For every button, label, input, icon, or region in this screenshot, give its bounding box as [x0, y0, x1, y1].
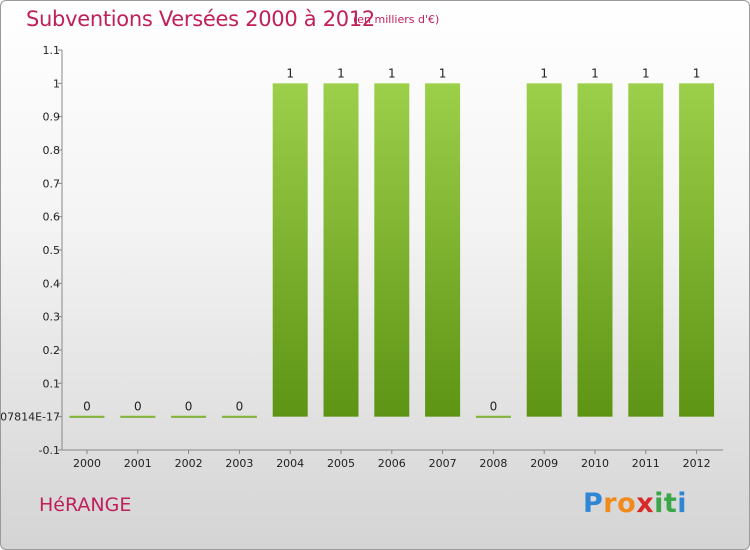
bar: [221, 415, 257, 418]
data-label: 1: [337, 66, 345, 80]
logo-letter: x: [636, 488, 655, 519]
data-label: 0: [490, 400, 498, 414]
y-tick-label: 1: [53, 77, 60, 90]
bar: [120, 415, 156, 418]
x-tick-label: 2012: [683, 457, 711, 470]
data-label: 1: [693, 66, 701, 80]
bar: [374, 83, 410, 417]
x-tick-label: 2001: [124, 457, 152, 470]
x-tick-label: 2010: [581, 457, 609, 470]
data-label: 1: [286, 66, 294, 80]
bar: [425, 83, 461, 417]
logo-letter: r: [603, 488, 618, 519]
x-tick-label: 2000: [73, 457, 101, 470]
bar: [475, 415, 511, 418]
proxiti-logo: Proxiti: [583, 488, 687, 519]
y-tick-label: 1.1: [43, 44, 61, 57]
x-tick-label: 2002: [175, 457, 203, 470]
logo-letter: i: [654, 488, 664, 519]
x-tick-label: 2011: [632, 457, 660, 470]
x-tick-label: 2008: [479, 457, 507, 470]
data-label: 1: [642, 66, 650, 80]
data-label: 0: [185, 400, 193, 414]
data-label: 1: [388, 66, 396, 80]
y-tick-label: -0.1: [39, 444, 60, 457]
data-label: 1: [540, 66, 548, 80]
bar: [69, 415, 105, 418]
bar: [577, 83, 613, 417]
x-tick-label: 2009: [530, 457, 558, 470]
y-tick-label: 0.7: [43, 177, 61, 190]
logo-letter: P: [583, 488, 604, 519]
x-tick-label: 2005: [327, 457, 355, 470]
logo-letter: t: [663, 488, 678, 519]
data-label: 1: [439, 66, 447, 80]
bar: [628, 83, 664, 417]
data-label: 0: [236, 400, 244, 414]
x-tick-label: 2004: [276, 457, 304, 470]
y-tick-label: 0.4: [43, 277, 61, 290]
data-label: 0: [83, 400, 91, 414]
y-tick-label: 0.1: [43, 377, 61, 390]
chart-subtitle: (en milliers d'€): [353, 13, 440, 26]
data-label: 0: [134, 400, 142, 414]
logo-letter: i: [677, 488, 688, 519]
commune-name: HéRANGE: [39, 494, 132, 516]
logo-letter: o: [617, 488, 637, 519]
chart-title: Subventions Versées 2000 à 2012: [26, 7, 375, 31]
y-tick-label: 1.3877787807814E-17: [1, 411, 60, 424]
y-tick-label: 0.9: [43, 111, 61, 124]
y-tick-label: 0.6: [43, 211, 61, 224]
bar: [526, 83, 562, 417]
bar: [323, 83, 359, 417]
bar: [679, 83, 715, 417]
bar: [272, 83, 308, 417]
data-label: 1: [591, 66, 599, 80]
x-tick-label: 2007: [429, 457, 457, 470]
y-tick-label: 0.2: [43, 344, 61, 357]
y-tick-label: 0.5: [43, 244, 61, 257]
x-tick-label: 2006: [378, 457, 406, 470]
y-tick-label: 0.3: [43, 311, 61, 324]
bar: [171, 415, 207, 418]
y-tick-label: 0.8: [43, 144, 61, 157]
x-tick-label: 2003: [225, 457, 253, 470]
